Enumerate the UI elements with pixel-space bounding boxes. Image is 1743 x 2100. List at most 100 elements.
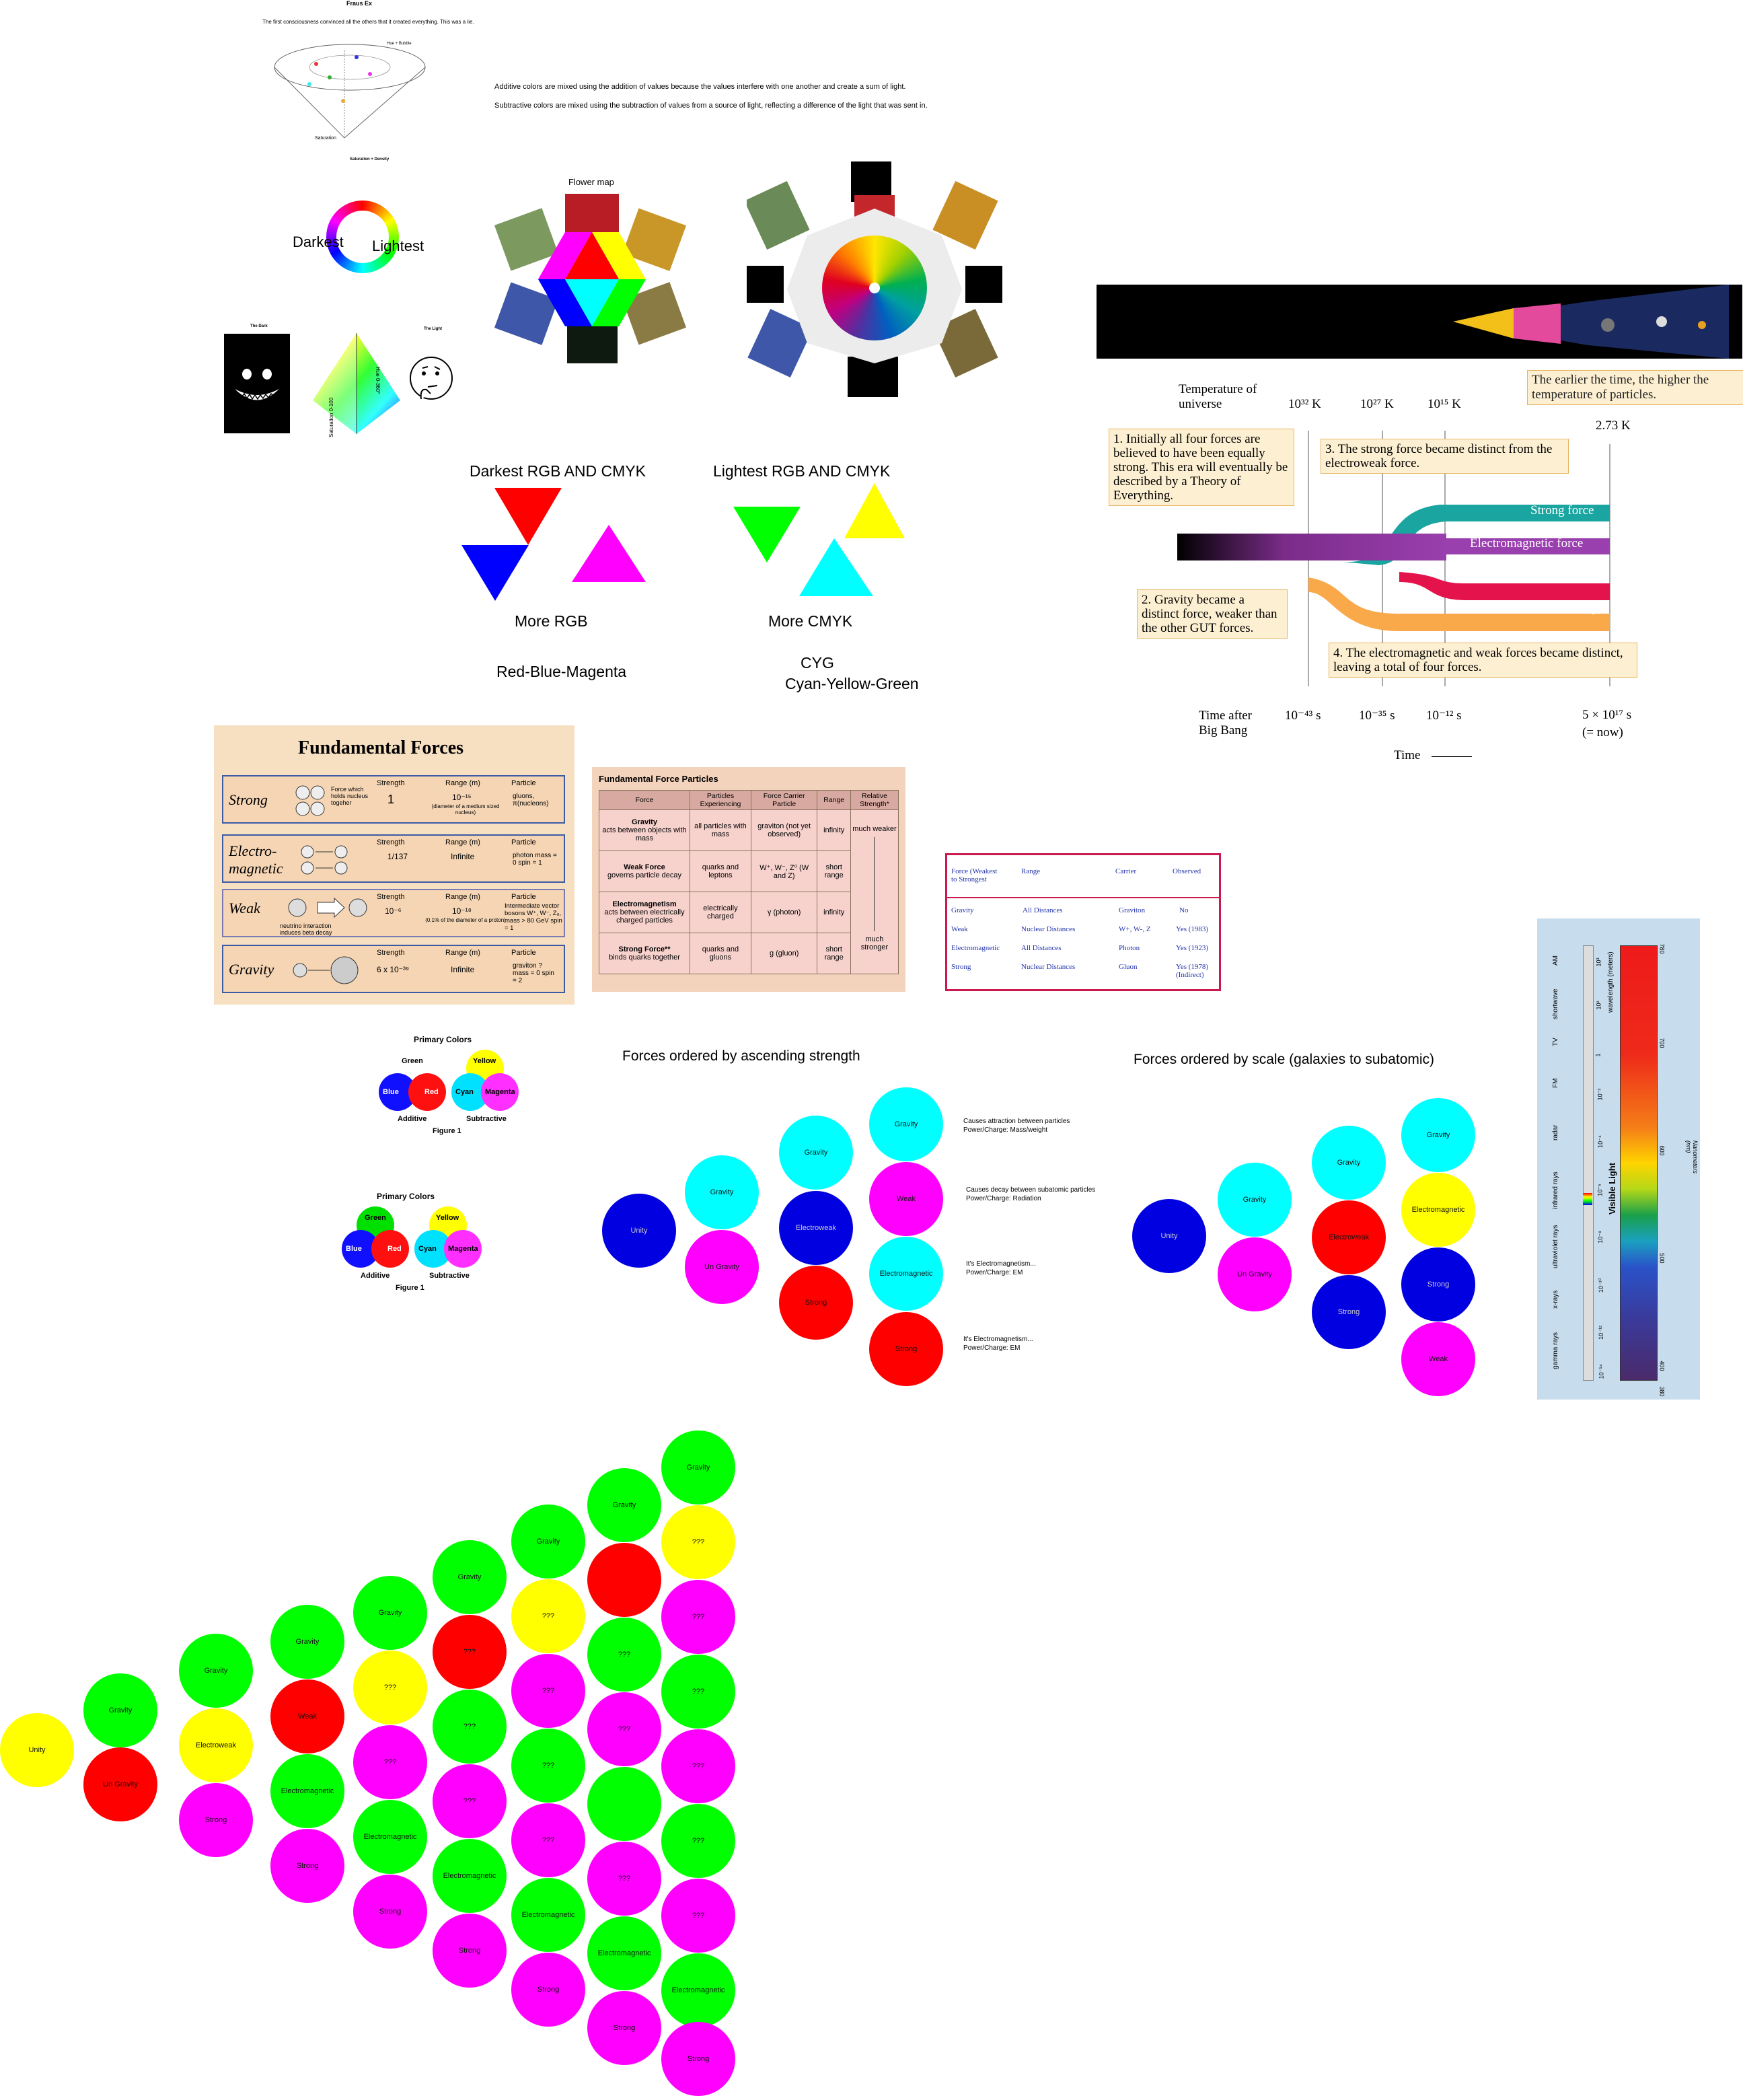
pc-subtractive: Subtractive <box>466 1115 507 1123</box>
wl-tick: 10³ <box>1595 957 1602 967</box>
pt-desc: acts between electrically charged partic… <box>604 908 685 925</box>
note-top: The earlier the time, the higher the tem… <box>1527 370 1743 405</box>
pyr-c9: Electromagnetic <box>661 1953 735 2027</box>
ff-particle: gluons, π(nucleons) <box>513 793 549 807</box>
pyr-c5: ??? <box>353 1651 427 1725</box>
scale-c4-weak: Weak <box>1401 1322 1475 1396</box>
the-dark-label: The Dark <box>250 324 268 328</box>
pc-additive: Additive <box>361 1272 390 1280</box>
strength-arrow-icon <box>874 837 875 931</box>
flower-map-hexagon <box>494 194 687 363</box>
wl-tick: 10² <box>1595 1001 1602 1010</box>
ff-range: Infinite <box>451 852 475 861</box>
pt-h: Relative Strength* <box>850 790 899 810</box>
asc-note-4: It's Electromagnetism... Power/Charge: EM <box>963 1335 1033 1352</box>
time-4: 5 × 10¹⁷ s <box>1582 708 1632 722</box>
grin-face-icon <box>235 369 279 400</box>
pyr-c7: ??? <box>511 1803 585 1877</box>
cone-top-label: Hue + Bubble <box>387 42 412 46</box>
pt-particles: quarks and leptons <box>690 850 751 892</box>
band-gamma: gamma rays <box>1552 1332 1559 1369</box>
hue-cone-diagram <box>274 44 426 139</box>
fraus-subtitle: The first consciousness convinced all th… <box>262 19 474 25</box>
the-light-label: The Light <box>424 327 442 331</box>
pyr-c3: Electroweak <box>179 1708 253 1782</box>
lightest-title: Lightest RGB AND CMYK <box>713 462 891 480</box>
ot-cell: Graviton <box>1119 906 1146 914</box>
pt-particles: quarks and gluons <box>690 933 751 974</box>
pt-carrier: γ (photon) <box>750 892 818 933</box>
band-em: Electromagnetic force <box>1470 536 1584 550</box>
ot-cell: Photon <box>1119 944 1140 952</box>
scale-unity: Unity <box>1132 1199 1206 1273</box>
pyr-c5: Strong <box>353 1875 427 1949</box>
wl-tick: 10⁻¹⁰ <box>1598 1278 1605 1293</box>
ff-range: Infinite <box>451 965 475 974</box>
force-particles-table: Fundamental Force Particles Force Partic… <box>592 767 905 992</box>
ff-row-strong: Strong Force which holds nucleus togeher… <box>222 775 565 824</box>
scale-gravity: Gravity <box>1218 1163 1292 1237</box>
visible-light-gradient <box>1620 945 1658 1381</box>
hsv-hue-label: Hue 0-360° <box>375 367 381 394</box>
subtractive-text: Subtractive colors are mixed using the s… <box>494 102 928 110</box>
pc-magenta <box>481 1073 519 1111</box>
ot-h-force: Force (Weakest to Strongest <box>951 867 998 883</box>
pyr-c9: ??? <box>661 1729 735 1803</box>
asc-c3-strong: Strong <box>779 1266 853 1340</box>
asc-c4-weak: Weak <box>869 1162 943 1236</box>
cone-bottom-label: Saturation <box>315 136 336 141</box>
ot-cell: Strong <box>951 963 971 971</box>
ff-desc: Force which holds nucleus togeher <box>331 786 369 806</box>
ot-cell: Electromagnetic <box>951 944 1000 952</box>
pyr-c6: Electromagnetic <box>433 1839 507 1913</box>
ot-h-observed: Observed <box>1173 867 1201 875</box>
temperature-label: Temperature of universe <box>1179 382 1257 411</box>
more-cmyk-label: More CMYK <box>768 612 853 630</box>
pc-add-green: Green <box>365 1214 386 1222</box>
wl-tick: 10⁻¹⁴ <box>1598 1364 1605 1379</box>
ff-h-range: Range (m) <box>445 838 480 846</box>
asc-c4-strong: Strong <box>869 1312 943 1386</box>
ff-h-strength: Strength <box>377 893 405 901</box>
pt-stronger: much stronger <box>860 935 889 951</box>
time-2: 10⁻³⁵ s <box>1359 709 1395 723</box>
fraus-title: Fraus Ex <box>346 0 373 7</box>
ot-h-range: Range <box>1021 867 1041 875</box>
pyr-c7: ??? <box>511 1729 585 1803</box>
note-line: Power/Charge: Radiation <box>966 1195 1041 1202</box>
pyr-c4: Weak <box>270 1679 344 1753</box>
pc-red <box>408 1073 446 1111</box>
pt-desc: acts between objects with mass <box>602 826 687 842</box>
pyr-c7: Electromagnetic <box>511 1878 585 1952</box>
ff-h-particle: Particle <box>511 779 536 787</box>
primary-colors-figure-2: Primary Colors Green Blue Red Yellow Cya… <box>336 1190 491 1297</box>
asc-c4-gravity: Gravity <box>869 1087 943 1161</box>
nucleus-icon <box>295 785 325 816</box>
pc-magenta <box>444 1230 482 1268</box>
band-radar: radar <box>1552 1124 1559 1140</box>
pyr-c8: Electromagnetic <box>587 1916 661 1990</box>
observed-forces-table: Force (Weakest to Strongest Range Carrie… <box>945 853 1221 991</box>
pyr-c2: Un Gravity <box>83 1747 157 1821</box>
ot-divider <box>947 897 1219 898</box>
ot-cell: Nuclear Distances <box>1021 925 1076 933</box>
thinking-face-icon <box>410 357 453 400</box>
ot-cell: Nuclear Distances <box>1021 963 1076 971</box>
hue-wheel-hole <box>336 211 389 263</box>
mass-icon <box>293 956 359 984</box>
universe-expansion-cone <box>1453 285 1729 359</box>
cmyk-abbr-label: CYG <box>801 654 834 672</box>
band-xrays: x-rays <box>1552 1290 1559 1309</box>
nm-tick: 700 <box>1658 1038 1666 1048</box>
nm-tick: 400 <box>1658 1361 1666 1371</box>
cmyk-triangles <box>733 483 905 596</box>
table-row: Electromagnetism acts between electricall… <box>599 892 899 933</box>
pt-h: Force Carrier Particle <box>750 790 818 810</box>
wheel-lightest-label: Lightest <box>372 238 424 254</box>
pc-add-red: Red <box>387 1245 402 1253</box>
rgb-name-label: Red-Blue-Magenta <box>496 663 627 680</box>
pyr-c8: ??? <box>587 1692 661 1766</box>
ff-h-range: Range (m) <box>445 893 480 901</box>
ff-range-note: (diameter of a medium sized nucleus) <box>431 803 500 816</box>
ff-particle: Intermediate vector bosons W⁺, W⁻, Z₀, m… <box>505 902 562 932</box>
